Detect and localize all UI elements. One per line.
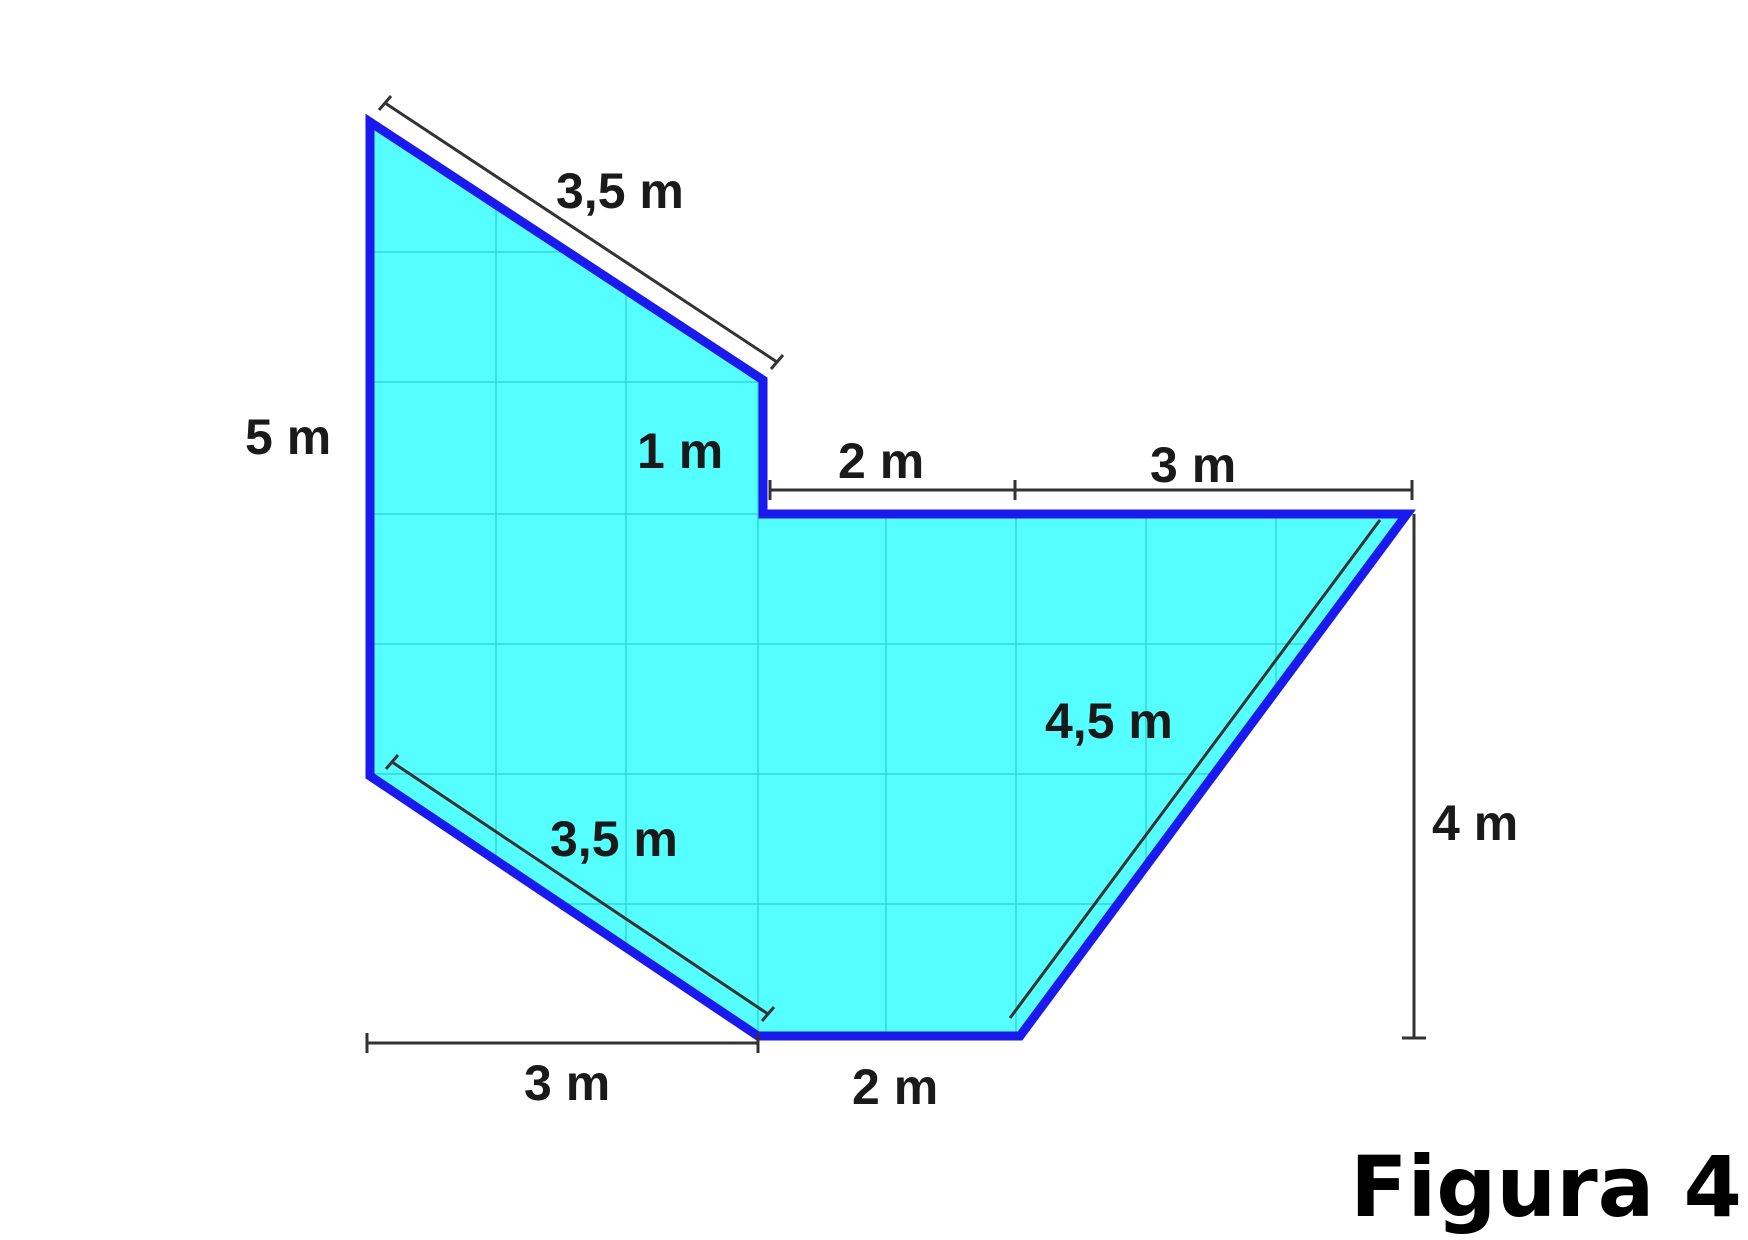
label-right-slant: 4,5 m	[1045, 693, 1173, 749]
shape-outline	[365, 113, 1416, 1041]
label-bottom-left: 3 m	[524, 1055, 610, 1111]
label-top-right: 3 m	[1150, 437, 1236, 493]
label-right-height: 4 m	[1432, 795, 1518, 851]
figure-caption: Figura 4	[1350, 1138, 1742, 1236]
label-inner-step: 1 m	[637, 423, 723, 479]
shape-fill	[370, 122, 1407, 1036]
label-bottom-base: 2 m	[852, 1059, 938, 1115]
label-bottom-slant: 3,5 m	[550, 811, 678, 867]
label-top-mid: 2 m	[838, 433, 924, 489]
label-left-side: 5 m	[245, 409, 331, 465]
label-top-slant: 3,5 m	[556, 163, 684, 219]
dimension-lines	[365, 95, 1426, 1053]
